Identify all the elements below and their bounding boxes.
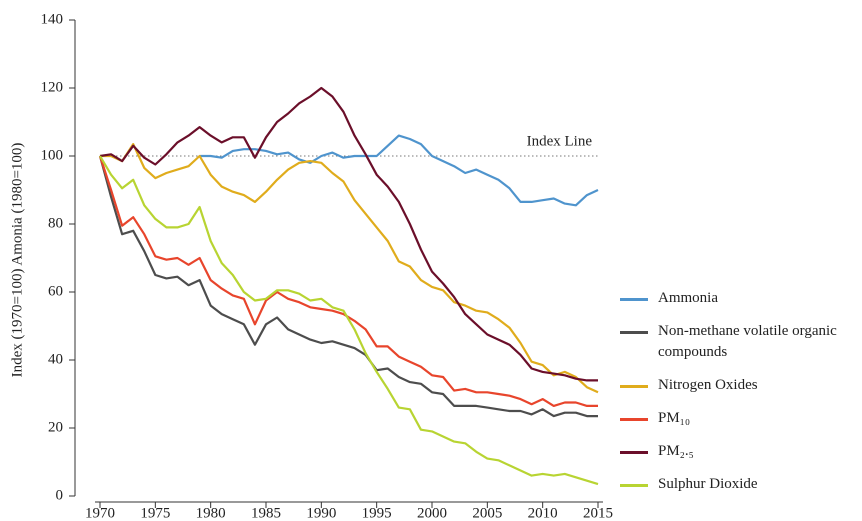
x-tick-label: 2010 <box>528 505 558 521</box>
legend-item: Ammonia <box>620 288 855 309</box>
x-tick-label: 2015 <box>583 505 613 521</box>
x-tick-label: 2005 <box>472 505 502 521</box>
x-tick-label: 1990 <box>306 505 336 521</box>
legend-swatch <box>620 298 648 301</box>
x-tick-label: 1980 <box>196 505 226 521</box>
x-tick-label: 1975 <box>140 505 170 521</box>
legend-swatch <box>620 484 648 487</box>
x-tick-label: 1985 <box>251 505 281 521</box>
legend-item: Sulphur Dioxide <box>620 474 855 495</box>
series-line <box>98 155 598 418</box>
series-line <box>100 143 599 394</box>
x-tick-label: 1970 <box>85 505 115 521</box>
series-line <box>199 134 599 207</box>
legend-item: Nitrogen Oxides <box>620 375 855 396</box>
legend-swatch <box>620 331 648 334</box>
legend-label: Non-methane volatile organic compounds <box>658 323 837 360</box>
x-tick-label: 2000 <box>417 505 447 521</box>
legend-label: PM₂.₅ <box>658 443 694 459</box>
legend-swatch <box>620 451 648 454</box>
legend-item: PM₂.₅ <box>620 441 855 462</box>
y-tick-label: 120 <box>41 79 64 95</box>
legend-label: Sulphur Dioxide <box>658 476 758 492</box>
y-tick-label: 100 <box>41 147 64 163</box>
y-tick-label: 80 <box>48 215 63 231</box>
legend-swatch <box>620 385 648 388</box>
legend-label: Nitrogen Oxides <box>658 377 758 393</box>
y-tick-label: 140 <box>41 11 64 27</box>
legend-label: Ammonia <box>658 290 718 306</box>
y-tick-label: 0 <box>56 487 64 503</box>
y-tick-label: 40 <box>48 351 63 367</box>
series-line <box>99 155 599 486</box>
y-tick-label: 60 <box>48 283 63 299</box>
y-axis-label: Index (1970=100) Amonia (1980=100) <box>9 143 25 378</box>
x-tick-label: 1995 <box>362 505 392 521</box>
series-line <box>98 155 598 407</box>
legend-item: PM₁₀ <box>620 408 855 429</box>
y-tick-label: 20 <box>48 419 63 435</box>
legend: Ammonia Non-methane volatile organic comp… <box>620 288 855 507</box>
index-line-label: Index Line <box>527 133 593 149</box>
legend-swatch <box>620 418 648 421</box>
legend-item: Non-methane volatile organic compounds <box>620 321 855 363</box>
legend-label: PM₁₀ <box>658 410 691 426</box>
series-line <box>99 86 598 382</box>
